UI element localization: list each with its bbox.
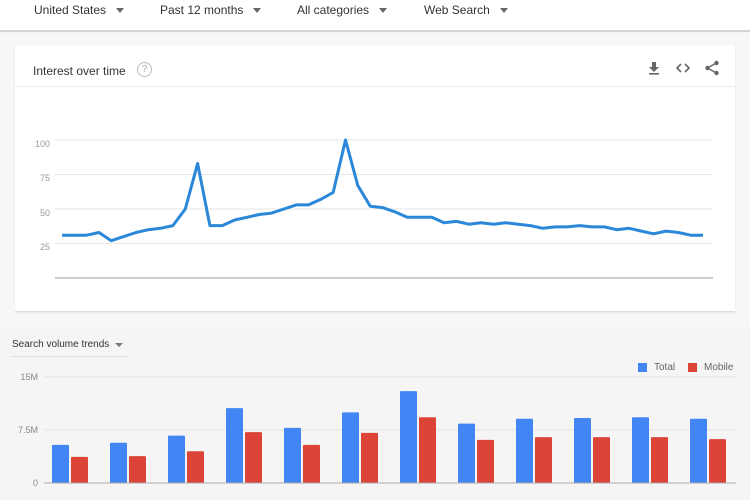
volume-bar-chart <box>44 376 736 484</box>
interest-line-chart: 100 75 50 25 <box>15 87 735 312</box>
time-range-filter-label: Past 12 months <box>160 3 244 17</box>
y-tick-25: 25 <box>39 242 50 252</box>
interest-section: Interest over time ? 100 75 50 25 <box>0 34 750 326</box>
bar-total[interactable] <box>690 418 707 483</box>
bar-total[interactable] <box>226 408 243 483</box>
chevron-down-icon <box>115 342 124 347</box>
bar-total[interactable] <box>458 423 475 483</box>
bar-mobile[interactable] <box>361 432 378 483</box>
bar-total[interactable] <box>52 444 69 483</box>
legend-label-mobile: Mobile <box>704 362 734 373</box>
bar-total[interactable] <box>284 427 301 483</box>
bar-mobile[interactable] <box>651 437 668 483</box>
category-filter-dropdown[interactable]: All categories <box>297 3 388 17</box>
legend-mobile: Mobile <box>688 362 733 373</box>
line-plot-area <box>55 138 713 279</box>
chevron-down-icon <box>253 7 262 13</box>
y-tick-15m: 15M <box>20 372 38 382</box>
bar-total[interactable] <box>574 417 591 483</box>
bar-mobile[interactable] <box>245 432 262 483</box>
embed-code-icon[interactable] <box>674 59 692 77</box>
y-tick-0: 0 <box>32 478 38 488</box>
bar-mobile[interactable] <box>129 456 146 483</box>
bar-total[interactable] <box>168 435 185 483</box>
card-title: Interest over time <box>33 64 126 78</box>
bar-total[interactable] <box>110 442 127 483</box>
bar-mobile[interactable] <box>419 417 436 483</box>
search-volume-trends-dropdown[interactable]: Search volume trends <box>12 339 124 350</box>
help-icon[interactable]: ? <box>137 62 152 77</box>
chevron-down-icon <box>499 7 508 13</box>
download-icon[interactable] <box>645 59 663 77</box>
bar-mobile[interactable] <box>187 451 204 483</box>
legend-label-total: Total <box>654 362 676 373</box>
y-tick-75: 75 <box>39 173 50 183</box>
bar-mobile[interactable] <box>477 439 494 483</box>
dropdown-underline <box>12 356 128 357</box>
legend-total: Total <box>638 362 675 373</box>
card-header: Interest over time ? <box>15 45 735 87</box>
search-volume-trends-label: Search volume trends <box>12 339 110 350</box>
y-tick-100: 100 <box>34 139 50 149</box>
bar-mobile[interactable] <box>303 444 320 483</box>
search-type-filter-label: Web Search <box>424 3 490 17</box>
category-filter-label: All categories <box>297 3 370 17</box>
region-filter-dropdown[interactable]: United States <box>34 3 125 17</box>
bar-mobile[interactable] <box>709 439 726 483</box>
bar-total[interactable] <box>632 417 649 483</box>
bar-total[interactable] <box>516 418 533 483</box>
search-type-filter-dropdown[interactable]: Web Search <box>424 3 508 17</box>
bar-mobile[interactable] <box>71 456 88 483</box>
chevron-down-icon <box>116 7 125 13</box>
share-icon[interactable] <box>703 59 721 77</box>
interest-over-time-card: Interest over time ? 100 75 50 25 <box>15 45 735 312</box>
bar-mobile[interactable] <box>535 437 552 483</box>
y-tick-7-5m: 7.5M <box>17 425 38 435</box>
chevron-down-icon <box>379 7 388 13</box>
bar-total[interactable] <box>342 412 359 483</box>
y-tick-50: 50 <box>39 208 50 218</box>
filter-bar: United States Past 12 months All categor… <box>0 0 750 32</box>
bar-mobile[interactable] <box>593 437 610 483</box>
legend-swatch-total <box>638 363 647 372</box>
bar-total[interactable] <box>400 391 417 483</box>
time-range-filter-dropdown[interactable]: Past 12 months <box>160 3 262 17</box>
legend-swatch-mobile <box>688 363 697 372</box>
interest-line <box>62 138 703 243</box>
region-filter-label: United States <box>34 3 107 17</box>
search-volume-section: Search volume trends Total Mobile 15M 7.… <box>0 326 750 500</box>
